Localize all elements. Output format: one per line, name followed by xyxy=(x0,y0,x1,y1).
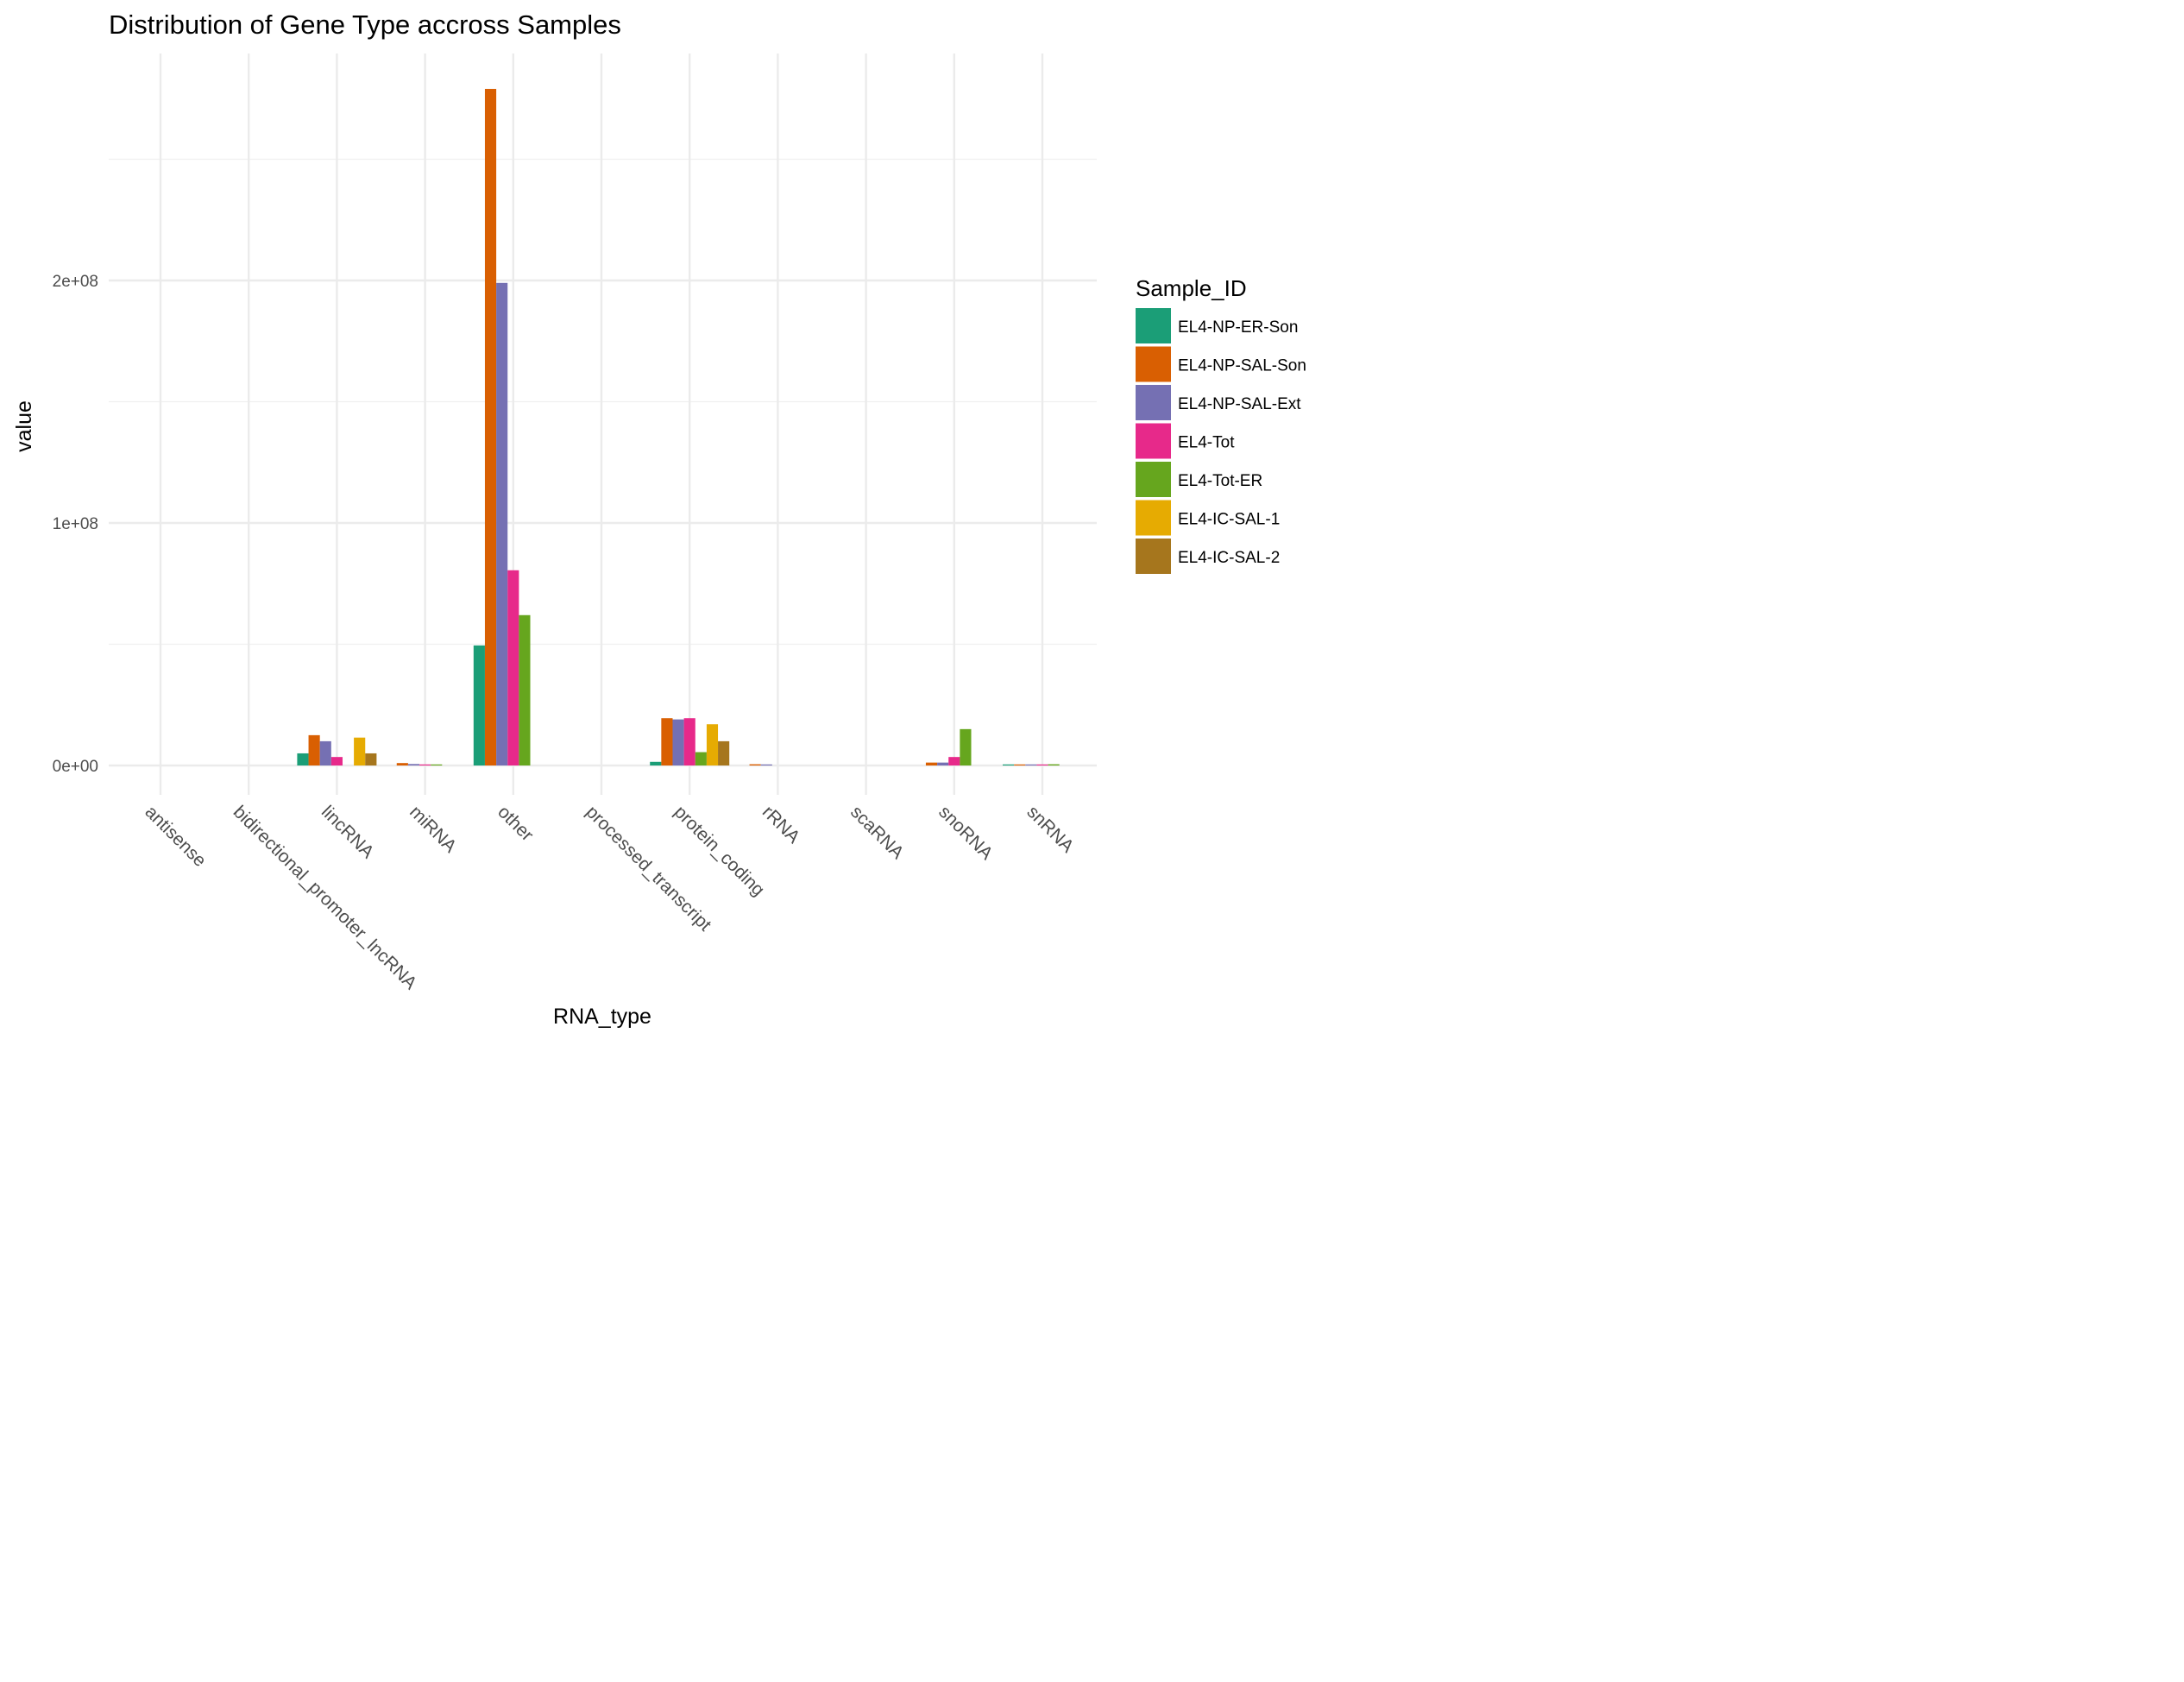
x-axis-ticks: antisense bidirectional_promoter_lncRNAli… xyxy=(141,802,1077,993)
bar-el4-ic-sal-2-protein_coding xyxy=(718,740,730,765)
bar-el4-np-er-son-other xyxy=(473,645,485,765)
bar-el4-np-sal-son-mirna xyxy=(396,763,408,765)
y-tick-label: 1e+08 xyxy=(53,515,98,533)
legend-label: EL4-Tot xyxy=(1178,434,1235,452)
bar-el4-np-sal-ext-other xyxy=(496,282,508,765)
legend-label: EL4-NP-SAL-Son xyxy=(1178,357,1306,375)
bar-el4-ic-sal-1-protein_coding xyxy=(706,724,719,765)
bar-el4-np-sal-ext-lincrna xyxy=(319,740,331,765)
legend-label: EL4-NP-SAL-Ext xyxy=(1178,395,1301,413)
chart-container: Distribution of Gene Type accross Sample… xyxy=(0,0,1338,1052)
legend-label: EL4-Tot-ER xyxy=(1178,472,1262,490)
y-axis-label: value xyxy=(12,400,36,452)
x-tick-label: protein_coding xyxy=(670,802,769,900)
x-tick-label: bidirectional_promoter_lncRNA xyxy=(230,802,421,993)
bar-el4-np-sal-son-snorna xyxy=(925,762,938,765)
x-tick-label: snoRNA xyxy=(935,802,997,864)
legend-label: EL4-NP-ER-Son xyxy=(1178,318,1298,337)
legend-swatch xyxy=(1136,423,1171,459)
x-tick-label: antisense xyxy=(141,802,210,871)
bar-el4-tot-lincrna xyxy=(330,757,343,765)
x-tick-label: scaRNA xyxy=(847,802,908,863)
bar-el4-np-sal-ext-mirna xyxy=(407,764,420,765)
bar-el4-tot-er-other xyxy=(519,614,531,765)
x-tick-label: lincRNA xyxy=(318,802,378,862)
bar-el4-np-sal-son-other xyxy=(484,89,497,765)
legend-label: EL4-IC-SAL-1 xyxy=(1178,511,1280,529)
y-tick-label: 0e+00 xyxy=(53,758,98,776)
bar-el4-ic-sal-1-lincrna xyxy=(354,737,366,765)
legend-swatch xyxy=(1136,539,1171,574)
bar-el4-tot-protein_coding xyxy=(683,718,695,765)
chart-title: Distribution of Gene Type accross Sample… xyxy=(109,9,621,40)
bar-el4-tot-other xyxy=(507,570,519,765)
bar-el4-tot-er-snorna xyxy=(960,728,972,765)
bar-chart: Distribution of Gene Type accross Sample… xyxy=(12,9,1306,1029)
bar-el4-np-er-son-lincrna xyxy=(297,753,309,765)
bar-el4-np-sal-ext-protein_coding xyxy=(672,719,684,765)
x-tick-label: miRNA xyxy=(406,802,460,856)
legend-title: Sample_ID xyxy=(1136,275,1247,301)
bar-el4-tot-er-protein_coding xyxy=(695,752,707,765)
y-axis-ticks: 0e+00 1e+08 2e+08 xyxy=(53,273,98,776)
legend-swatch xyxy=(1136,500,1171,536)
bar-el4-np-er-son-protein_coding xyxy=(650,761,662,765)
legend: Sample_ID EL4-NP-ER-Son EL4-NP-SAL-Son EL4… xyxy=(1136,275,1306,574)
legend-swatch xyxy=(1136,346,1171,382)
y-tick-label: 2e+08 xyxy=(53,273,98,291)
bar-el4-np-sal-son-lincrna xyxy=(308,734,320,765)
legend-swatch xyxy=(1136,385,1171,420)
legend-swatch xyxy=(1136,308,1171,343)
grid-lines xyxy=(109,54,1097,795)
x-axis-label: RNA_type xyxy=(553,1005,651,1029)
x-tick-label: snRNA xyxy=(1023,802,1077,856)
bars xyxy=(297,89,1060,765)
x-tick-label: other xyxy=(494,802,537,845)
legend-swatch xyxy=(1136,462,1171,497)
legend-label: EL4-IC-SAL-2 xyxy=(1178,549,1280,567)
bar-el4-ic-sal-2-lincrna xyxy=(365,753,377,765)
bar-el4-np-sal-ext-snorna xyxy=(937,762,949,765)
bar-el4-np-sal-son-protein_coding xyxy=(661,718,673,765)
bar-el4-tot-snorna xyxy=(948,757,960,765)
x-tick-label: rRNA xyxy=(758,802,804,847)
